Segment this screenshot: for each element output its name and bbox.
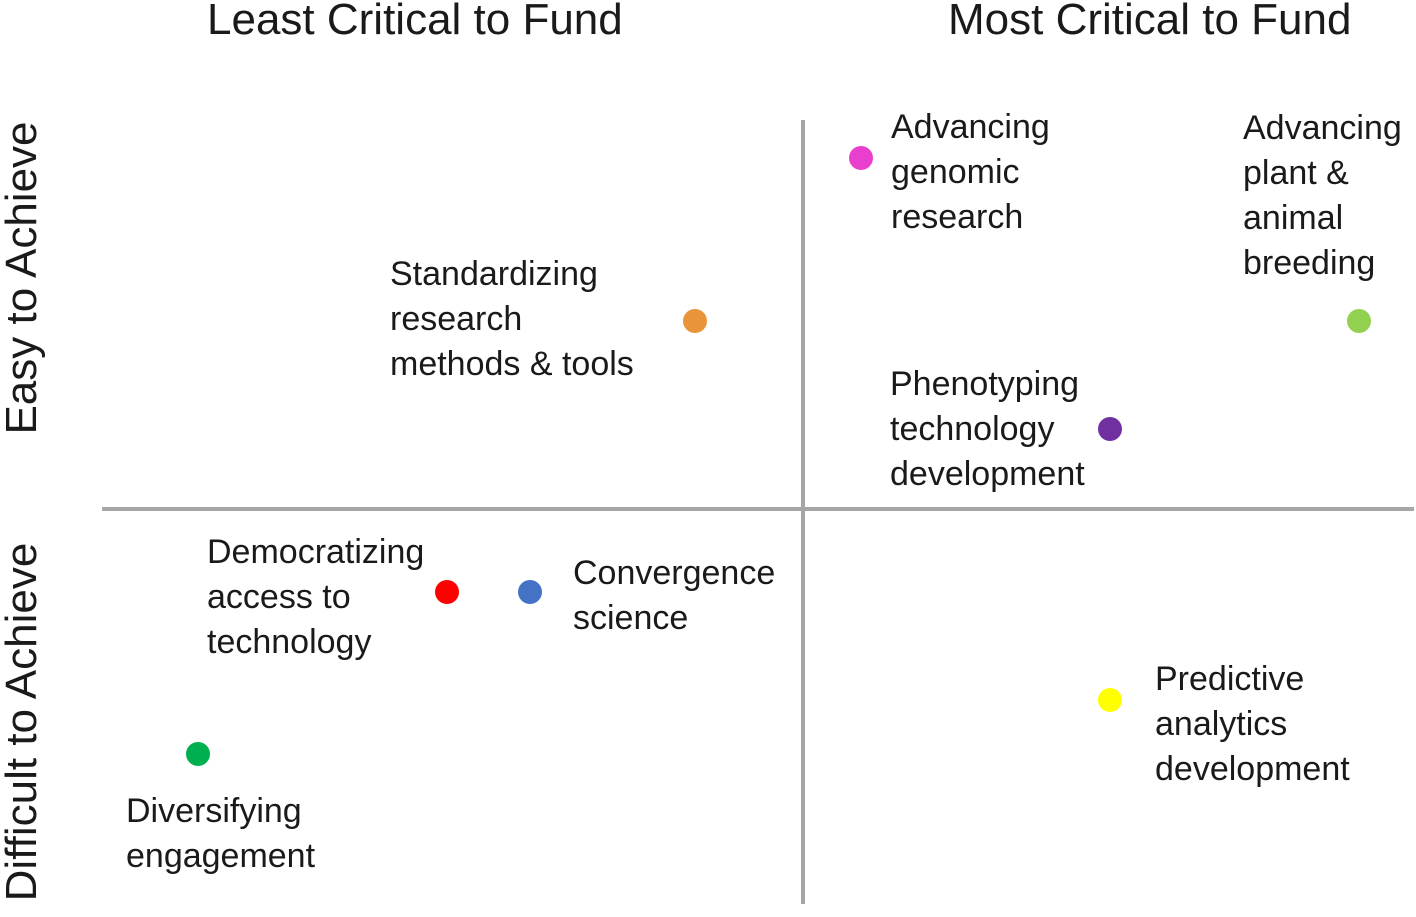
label-diversifying-engagement: Diversifying engagement (126, 792, 316, 875)
column-title-most-critical: Most Critical to Fund (948, 0, 1352, 44)
row-title-easy: Easy to Achieve (0, 121, 46, 435)
horizontal-divider (102, 507, 1414, 511)
vertical-divider (801, 120, 805, 904)
label-advancing-plant-animal-breeding: Advancing plant & animal breeding (1243, 109, 1402, 282)
dot-phenotyping-technology (1098, 417, 1122, 441)
label-democratizing-access: Democratizing access to technology (207, 533, 425, 661)
dot-diversifying-engagement (186, 742, 210, 766)
dot-advancing-genomic-research (849, 146, 873, 170)
column-title-least-critical: Least Critical to Fund (207, 0, 623, 44)
dot-convergence-science (518, 580, 542, 604)
label-phenotyping-technology: Phenotyping technology development (890, 365, 1085, 493)
dot-predictive-analytics (1098, 688, 1122, 712)
dot-advancing-plant-animal-breeding (1347, 309, 1371, 333)
label-convergence-science: Convergence science (573, 554, 776, 637)
dot-democratizing-access (435, 580, 459, 604)
dot-standardizing-research-methods (683, 309, 707, 333)
label-advancing-genomic-research: Advancing genomic research (891, 108, 1050, 236)
label-standardizing-research-methods: Standardizing research methods & tools (390, 255, 634, 383)
label-predictive-analytics: Predictive analytics development (1155, 660, 1350, 788)
row-title-difficult: Difficult to Achieve (0, 542, 46, 902)
